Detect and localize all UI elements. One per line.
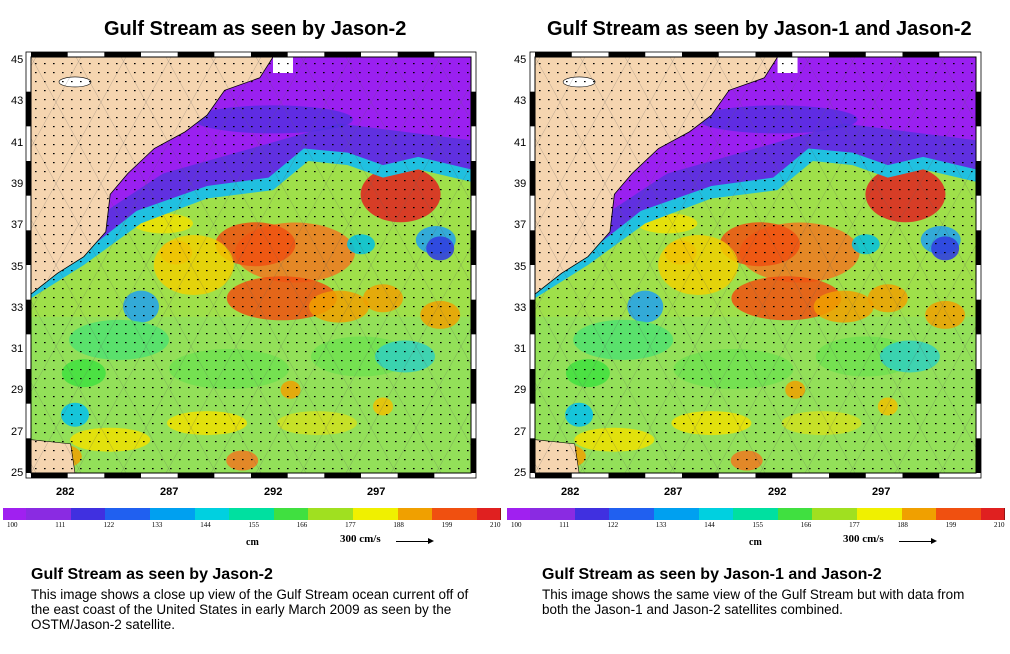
left-vector-scale-label: 300 cm/s (340, 533, 381, 545)
colorbar-tick-177: 177 (345, 521, 356, 529)
lat-label-31: 31 (11, 343, 24, 356)
left-caption-title: Gulf Stream as seen by Jason-2 (31, 566, 273, 583)
colorbar-tick-199: 199 (441, 521, 453, 529)
lat-label-27: 27 (11, 425, 24, 438)
land-east-coast (535, 57, 779, 295)
colorbar-tick-199: 199 (945, 521, 957, 529)
colorbar-tick-133: 133 (655, 521, 667, 529)
velocity-vectors (35, 63, 469, 470)
left-map (25, 51, 477, 479)
colorbar-tick-210: 210 (490, 521, 501, 529)
right-panel-title: Gulf Stream as seen by Jason-1 and Jason… (547, 18, 972, 40)
colorbar-cell (992, 508, 1006, 520)
left-panel-title: Gulf Stream as seen by Jason-2 (104, 18, 407, 40)
colorbar-tick-210: 210 (994, 521, 1005, 529)
lon-label-297: 297 (872, 486, 891, 498)
lat-label-29: 29 (514, 384, 527, 397)
colorbar-tick-177: 177 (849, 521, 860, 529)
bahamas-islands (535, 439, 580, 473)
colorbar-tick-155: 155 (248, 521, 260, 529)
right-colorbar-unit: cm (749, 537, 762, 548)
lon-label-282: 282 (56, 486, 75, 498)
lat-label-25: 25 (11, 467, 24, 479)
lon-label-282: 282 (561, 486, 580, 498)
colorbar-tick-166: 166 (800, 521, 812, 529)
lake-ontario (562, 76, 596, 88)
right-caption-body: This image shows the same view of the Gu… (542, 587, 965, 617)
left-colorbar-unit: cm (246, 537, 259, 548)
lake-ontario (58, 76, 92, 88)
colorbar-tick-111: 111 (55, 521, 66, 529)
lat-label-25: 25 (514, 467, 527, 479)
lat-label-43: 43 (514, 95, 527, 108)
land-east-coast (31, 57, 274, 295)
left-panel: Gulf Stream as seen by Jason-2 Gulf Stre… (104, 18, 972, 40)
bahamas-islands (31, 439, 76, 473)
lat-label-35: 35 (514, 260, 527, 273)
colorbar-tick-133: 133 (151, 521, 163, 529)
lon-label-287: 287 (160, 486, 179, 498)
colorbar-tick-144: 144 (704, 521, 715, 529)
colorbar-tick-100: 100 (7, 521, 18, 529)
lat-label-41: 41 (514, 136, 527, 149)
lat-label-33: 33 (11, 301, 24, 314)
right-vector-scale-label: 300 cm/s (843, 533, 884, 545)
lat-label-39: 39 (11, 177, 24, 190)
colorbar-tick-122: 122 (103, 521, 115, 529)
left-caption-body: This image shows a close up view of the … (31, 587, 469, 632)
lon-label-287: 287 (664, 486, 683, 498)
colorbar-tick-188: 188 (897, 521, 908, 529)
lat-label-43: 43 (11, 95, 24, 108)
right-map (529, 51, 982, 479)
colorbar-tick-155: 155 (752, 521, 764, 529)
lon-label-292: 292 (264, 486, 283, 498)
colorbar-tick-166: 166 (296, 521, 308, 529)
lon-label-297: 297 (367, 486, 386, 498)
left-vector-scale-arrow (396, 538, 434, 544)
lat-label-27: 27 (514, 425, 527, 438)
right-vector-scale-arrow (899, 538, 937, 544)
lat-label-37: 37 (514, 219, 527, 232)
colorbar-tick-100: 100 (511, 521, 522, 529)
lat-label-45: 45 (514, 54, 527, 66)
lat-label-41: 41 (11, 136, 24, 149)
right-caption-title: Gulf Stream as seen by Jason-1 and Jason… (542, 566, 882, 583)
lat-label-45: 45 (11, 54, 24, 66)
lat-label-33: 33 (514, 301, 527, 314)
colorbar-cell (488, 508, 502, 520)
colorbar-tick-122: 122 (607, 521, 619, 529)
lon-label-292: 292 (768, 486, 787, 498)
colorbar-tick-144: 144 (200, 521, 211, 529)
lat-label-31: 31 (514, 343, 527, 356)
velocity-vectors (539, 63, 973, 470)
colorbar-tick-188: 188 (393, 521, 404, 529)
lat-label-35: 35 (11, 260, 24, 273)
colorbar-tick-111: 111 (559, 521, 570, 529)
lat-label-29: 29 (11, 384, 24, 397)
lat-label-39: 39 (514, 177, 527, 190)
lat-label-37: 37 (11, 219, 24, 232)
